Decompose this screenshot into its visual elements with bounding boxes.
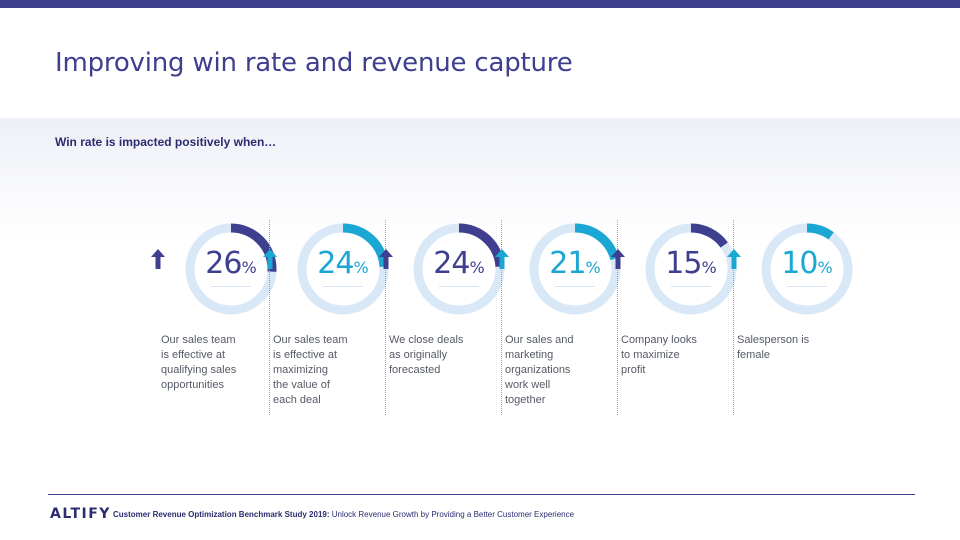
donut-arc	[413, 223, 505, 315]
value-underline	[671, 286, 711, 287]
stat-item: 21% Our sales and marketing organizations wo…	[495, 220, 621, 415]
stat-description: We close deals as originally forecasted	[389, 333, 501, 378]
footer-divider	[48, 494, 915, 495]
description-line: the value of	[273, 379, 330, 391]
up-arrow-icon	[151, 249, 165, 269]
stat-item: 24% Our sales team is effective at maximizi…	[263, 220, 389, 415]
footer-study-title: Customer Revenue Optimization Benchmark …	[113, 510, 330, 519]
description-line: Our sales and	[505, 334, 574, 346]
description-line: Salesperson is	[737, 334, 810, 346]
stat-value: 24	[317, 246, 354, 281]
stat-percentage: 15%	[643, 246, 739, 281]
donut-ring	[413, 223, 505, 315]
percent-sign: %	[353, 258, 369, 277]
stat-description: Salesperson is female	[737, 333, 849, 363]
up-arrow-icon	[727, 249, 741, 269]
up-arrow-icon	[379, 249, 393, 269]
donut-arc	[297, 223, 389, 315]
description-line: Company looks	[621, 334, 697, 346]
stat-value: 21	[549, 246, 586, 281]
stat-percentage: 24%	[295, 246, 391, 281]
stat-value: 26	[205, 246, 242, 281]
percent-sign: %	[817, 258, 833, 277]
donut-arc	[185, 223, 277, 315]
stat-description: Our sales team is effective at qualifying …	[161, 333, 273, 393]
donut-ring	[645, 223, 737, 315]
description-line: qualifying sales	[161, 364, 237, 376]
description-line: opportunities	[161, 379, 224, 391]
description-line: each deal	[273, 394, 321, 406]
top-accent-bar	[0, 0, 960, 8]
description-line: female	[737, 349, 771, 361]
description-line: Our sales team	[273, 334, 348, 346]
stat-percentage: 24%	[411, 246, 507, 281]
description-line: Our sales team	[161, 334, 236, 346]
donut-ring	[529, 223, 621, 315]
stat-item: 24% We close deals as originally forecasted	[379, 220, 505, 415]
value-underline	[323, 286, 363, 287]
donut-ring	[761, 223, 853, 315]
stat-item: 10% Salesperson is female	[727, 220, 853, 415]
percent-sign: %	[701, 258, 717, 277]
stat-description: Our sales and marketing organizations work …	[505, 333, 617, 408]
page-title: Improving win rate and revenue capture	[55, 48, 573, 78]
description-line: to maximize	[621, 349, 680, 361]
description-line: maximizing	[273, 364, 329, 376]
description-line: profit	[621, 364, 646, 376]
description-line: is effective at	[273, 349, 337, 361]
percent-sign: %	[469, 258, 485, 277]
stat-value: 15	[665, 246, 702, 281]
donut-arc	[645, 223, 737, 315]
header-band	[0, 118, 960, 238]
description-line: is effective at	[161, 349, 225, 361]
stat-item: 26% Our sales team is effective at qualifyi…	[151, 220, 277, 415]
description-line: forecasted	[389, 364, 441, 376]
stat-value: 24	[433, 246, 470, 281]
value-underline	[211, 286, 251, 287]
value-underline	[439, 286, 479, 287]
altify-logo: ALTIFY	[50, 506, 111, 522]
stat-description: Our sales team is effective at maximizing t…	[273, 333, 385, 408]
footer-study-subtitle: Unlock Revenue Growth by Providing a Bet…	[329, 510, 575, 519]
donut-ring	[185, 223, 277, 315]
description-line: marketing	[505, 349, 554, 361]
percent-sign: %	[585, 258, 601, 277]
stat-percentage: 10%	[759, 246, 855, 281]
up-arrow-icon	[263, 249, 277, 269]
stat-item: 15% Company looks to maximize profit	[611, 220, 737, 415]
value-underline	[555, 286, 595, 287]
description-line: We close deals	[389, 334, 464, 346]
up-arrow-icon	[611, 249, 625, 269]
description-line: together	[505, 394, 546, 406]
donut-arc	[529, 223, 621, 315]
stat-description: Company looks to maximize profit	[621, 333, 733, 378]
footer-citation: Customer Revenue Optimization Benchmark …	[113, 510, 574, 519]
description-line: work well	[505, 379, 551, 391]
stat-percentage: 26%	[183, 246, 279, 281]
stat-percentage: 21%	[527, 246, 623, 281]
percent-sign: %	[241, 258, 257, 277]
donut-arc	[761, 223, 853, 315]
stat-value: 10	[781, 246, 818, 281]
up-arrow-icon	[495, 249, 509, 269]
section-subtitle: Win rate is impacted positively when…	[55, 135, 277, 149]
donut-ring	[297, 223, 389, 315]
description-line: organizations	[505, 364, 571, 376]
value-underline	[787, 286, 827, 287]
description-line: as originally	[389, 349, 448, 361]
